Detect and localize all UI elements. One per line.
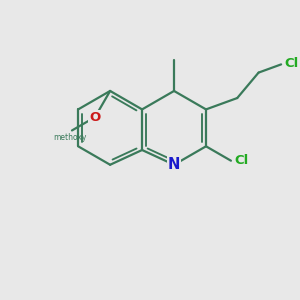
Text: methoxy: methoxy [53,134,87,142]
Text: N: N [168,157,180,172]
Text: O: O [89,111,100,124]
Text: Cl: Cl [284,57,298,70]
Text: Cl: Cl [234,154,248,167]
